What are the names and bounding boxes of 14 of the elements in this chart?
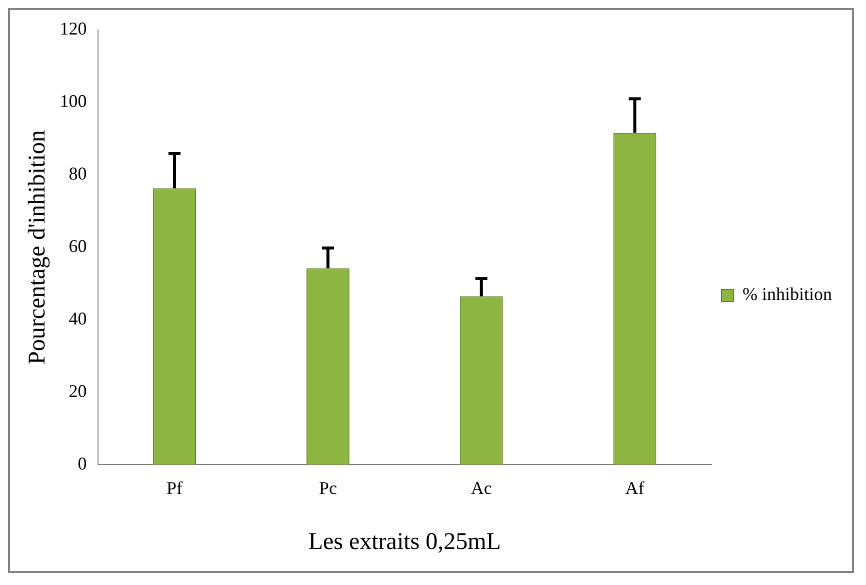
y-axis-title: Pourcentage d'inhibition (24, 130, 51, 364)
y-tick-label: 0 (78, 453, 87, 474)
x-tick-label: Ac (470, 478, 492, 498)
x-tick-label: Pf (166, 478, 183, 498)
x-tick-label: Af (625, 478, 644, 498)
x-tick-label: Pc (318, 478, 337, 498)
y-tick-label: 40 (68, 308, 87, 328)
y-tick-label: 60 (68, 236, 87, 256)
y-tick-label: 80 (68, 164, 87, 184)
legend-label: % inhibition (742, 284, 832, 304)
y-tick-label: 120 (60, 18, 87, 39)
y-tick-label: 20 (68, 380, 87, 401)
x-axis-title: Les extraits 0,25mL (308, 528, 501, 555)
y-tick-label: 100 (60, 91, 87, 112)
